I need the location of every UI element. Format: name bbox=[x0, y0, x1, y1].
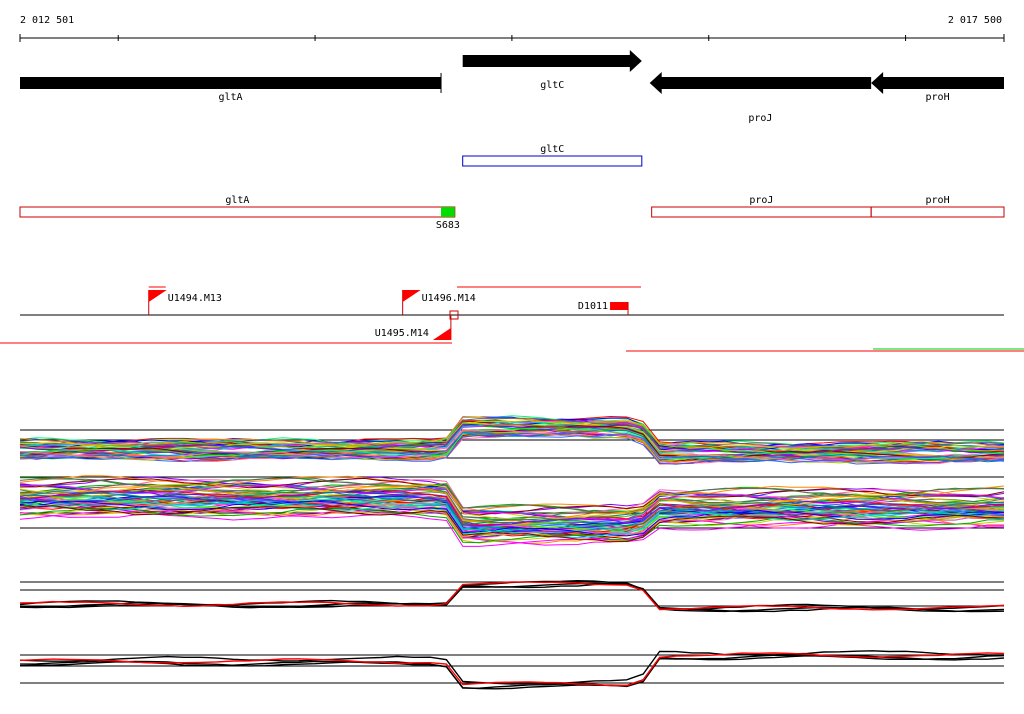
terminator-label: D1011 bbox=[578, 301, 608, 312]
profile-line bbox=[19, 477, 1005, 516]
profile-line bbox=[19, 485, 1005, 522]
gene-label-gltA: gltA bbox=[218, 92, 242, 103]
profile-line bbox=[19, 501, 1005, 539]
expression-profiles bbox=[19, 415, 1005, 690]
gene-arrow-gltA[interactable] bbox=[20, 77, 442, 89]
operon-box-proJ[interactable] bbox=[651, 206, 872, 218]
promoter-track: U1494.M13 U1496.M14 U1495.M14 D1011 bbox=[0, 286, 1024, 352]
operon-label-proJ: proJ bbox=[749, 195, 773, 206]
gene-arrow-proH[interactable] bbox=[871, 72, 1004, 94]
operon-track: gltC gltA proJ proH S683 bbox=[19, 144, 1005, 231]
profile-line bbox=[19, 500, 1005, 537]
profile-line bbox=[19, 426, 1005, 460]
gene-arrow-gltC[interactable] bbox=[462, 50, 642, 72]
operon-box-gltC[interactable] bbox=[462, 155, 643, 167]
profile-line bbox=[19, 419, 1005, 452]
profile-line bbox=[19, 423, 1005, 455]
profile-line bbox=[19, 510, 1004, 547]
profile-line bbox=[19, 501, 1005, 539]
profile-line bbox=[19, 417, 1005, 450]
promoter-flag[interactable] bbox=[148, 290, 167, 302]
signal-box[interactable] bbox=[441, 207, 455, 217]
start-marker bbox=[449, 310, 459, 320]
operon-box-proH[interactable] bbox=[870, 206, 1005, 218]
profile-line bbox=[19, 505, 1005, 543]
coordinate-ruler: 2 012 501 2 017 500 bbox=[19, 15, 1005, 42]
profile-line bbox=[19, 483, 1005, 520]
profile-line bbox=[19, 429, 1005, 463]
operon-box-gltA[interactable] bbox=[19, 206, 456, 218]
operon-label-gltC: gltC bbox=[540, 144, 564, 155]
profile-line bbox=[19, 581, 1005, 611]
axis-end-label: 2 017 500 bbox=[948, 15, 1002, 26]
promoter-label: U1495.M14 bbox=[375, 328, 429, 339]
promoter-label: U1494.M13 bbox=[168, 293, 222, 304]
gene-label-gltC: gltC bbox=[540, 80, 564, 91]
terminator-block[interactable] bbox=[610, 302, 629, 310]
profile-line bbox=[19, 496, 1005, 534]
profile-line bbox=[19, 477, 1005, 513]
operon-label-gltA: gltA bbox=[225, 195, 249, 206]
profile-line bbox=[19, 490, 1005, 527]
axis-start-label: 2 012 501 bbox=[20, 15, 74, 26]
promoter-flag[interactable] bbox=[432, 328, 451, 340]
gene-track: gltA gltC proJ proH bbox=[20, 50, 1004, 124]
profile-line bbox=[19, 428, 1005, 461]
profile-line bbox=[19, 417, 1005, 450]
profile-line bbox=[19, 422, 1005, 455]
profile-line bbox=[19, 652, 1005, 687]
profile-line bbox=[19, 650, 1004, 685]
profile-line bbox=[19, 431, 1005, 464]
gene-arrow-proJ[interactable] bbox=[649, 72, 872, 94]
operon-label-proH: proH bbox=[926, 195, 950, 206]
profile-line bbox=[19, 507, 1004, 544]
profile-line bbox=[19, 491, 1005, 527]
promoter-label: U1496.M14 bbox=[422, 293, 476, 304]
axis-ticks bbox=[19, 34, 1005, 42]
gene-label-proJ: proJ bbox=[748, 113, 772, 124]
signal-label: S683 bbox=[436, 220, 460, 231]
gene-label-proH: proH bbox=[926, 92, 950, 103]
profile-line bbox=[19, 493, 1004, 531]
promoter-flag[interactable] bbox=[402, 290, 421, 302]
profile-line bbox=[19, 430, 1005, 464]
